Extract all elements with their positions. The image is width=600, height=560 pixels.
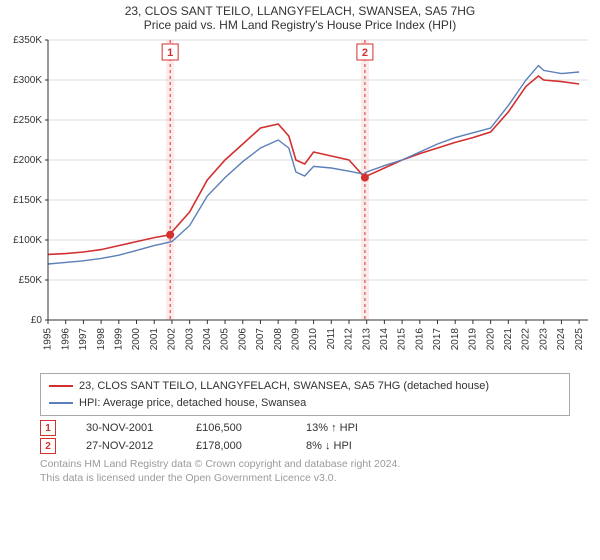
svg-text:2018: 2018 bbox=[450, 328, 461, 351]
sale-row-2: 2 27-NOV-2012 £178,000 8% ↓ HPI bbox=[40, 438, 570, 454]
chart-title-line1: 23, CLOS SANT TEILO, LLANGYFELACH, SWANS… bbox=[0, 0, 600, 18]
svg-text:2008: 2008 bbox=[273, 328, 284, 351]
sales-rows: 1 30-NOV-2001 £106,500 13% ↑ HPI 2 27-NO… bbox=[40, 420, 570, 454]
svg-text:2015: 2015 bbox=[397, 328, 408, 351]
svg-text:2011: 2011 bbox=[326, 328, 337, 350]
svg-text:£250K: £250K bbox=[13, 115, 42, 126]
sale-row-1: 1 30-NOV-2001 £106,500 13% ↑ HPI bbox=[40, 420, 570, 436]
credit-line-2: This data is licensed under the Open Gov… bbox=[40, 472, 570, 486]
legend-swatch-1 bbox=[49, 385, 73, 387]
svg-text:2012: 2012 bbox=[344, 328, 355, 351]
svg-text:1995: 1995 bbox=[43, 328, 54, 351]
svg-text:£150K: £150K bbox=[13, 195, 42, 206]
sale-price-2: £178,000 bbox=[196, 440, 286, 452]
svg-text:1: 1 bbox=[167, 47, 173, 59]
svg-text:£100K: £100K bbox=[13, 235, 42, 246]
svg-text:2002: 2002 bbox=[167, 328, 178, 351]
svg-text:2023: 2023 bbox=[538, 328, 549, 351]
svg-text:£200K: £200K bbox=[13, 155, 42, 166]
chart-title-line2: Price paid vs. HM Land Registry's House … bbox=[0, 18, 600, 34]
legend-swatch-2 bbox=[49, 402, 73, 404]
sale-price-1: £106,500 bbox=[196, 422, 286, 434]
legend-row-1: 23, CLOS SANT TEILO, LLANGYFELACH, SWANS… bbox=[49, 378, 561, 395]
svg-text:1997: 1997 bbox=[78, 328, 89, 351]
legend-label-2: HPI: Average price, detached house, Swan… bbox=[79, 395, 306, 412]
svg-text:2006: 2006 bbox=[237, 328, 248, 351]
svg-text:2025: 2025 bbox=[574, 328, 585, 351]
legend-label-1: 23, CLOS SANT TEILO, LLANGYFELACH, SWANS… bbox=[79, 378, 489, 395]
sale-date-2: 27-NOV-2012 bbox=[86, 440, 176, 452]
svg-text:2000: 2000 bbox=[131, 328, 142, 351]
svg-text:2007: 2007 bbox=[255, 328, 266, 351]
svg-text:2004: 2004 bbox=[202, 328, 213, 351]
sale-delta-2: 8% ↓ HPI bbox=[306, 440, 396, 452]
svg-text:2010: 2010 bbox=[308, 328, 319, 351]
svg-text:2001: 2001 bbox=[149, 328, 160, 351]
svg-text:2003: 2003 bbox=[184, 328, 195, 351]
svg-text:2021: 2021 bbox=[503, 328, 514, 351]
svg-text:2024: 2024 bbox=[556, 328, 567, 351]
svg-text:2016: 2016 bbox=[414, 328, 425, 351]
svg-text:2: 2 bbox=[362, 47, 368, 59]
sale-date-1: 30-NOV-2001 bbox=[86, 422, 176, 434]
svg-text:2014: 2014 bbox=[379, 328, 390, 351]
svg-text:2017: 2017 bbox=[432, 328, 443, 351]
svg-text:2022: 2022 bbox=[521, 328, 532, 351]
svg-text:2019: 2019 bbox=[468, 328, 479, 351]
svg-text:1999: 1999 bbox=[113, 328, 124, 351]
sale-marker-1: 1 bbox=[40, 420, 56, 436]
svg-text:£350K: £350K bbox=[13, 35, 42, 46]
sale-marker-2: 2 bbox=[40, 438, 56, 454]
svg-text:2009: 2009 bbox=[291, 328, 302, 351]
svg-text:£300K: £300K bbox=[13, 75, 42, 86]
credit-line-1: Contains HM Land Registry data © Crown c… bbox=[40, 458, 570, 472]
svg-text:1996: 1996 bbox=[60, 328, 71, 351]
legend-row-2: HPI: Average price, detached house, Swan… bbox=[49, 395, 561, 412]
svg-text:2013: 2013 bbox=[361, 328, 372, 351]
svg-text:2020: 2020 bbox=[485, 328, 496, 351]
price-chart: £0 £50K £100K £150K £200K £250K £300K £350K 1995… bbox=[0, 34, 600, 364]
sale-delta-1: 13% ↑ HPI bbox=[306, 422, 396, 434]
svg-text:£50K: £50K bbox=[19, 275, 43, 286]
svg-text:2005: 2005 bbox=[220, 328, 231, 351]
legend: 23, CLOS SANT TEILO, LLANGYFELACH, SWANS… bbox=[40, 373, 570, 416]
credit: Contains HM Land Registry data © Crown c… bbox=[40, 458, 570, 485]
svg-text:£0: £0 bbox=[31, 315, 43, 326]
svg-text:1998: 1998 bbox=[96, 328, 107, 351]
